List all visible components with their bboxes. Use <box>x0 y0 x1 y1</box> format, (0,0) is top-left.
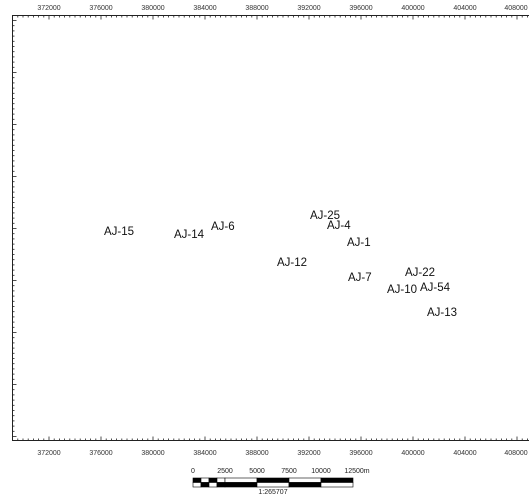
scale-bar-segment <box>192 477 202 483</box>
x-tick-label: 408000 <box>504 5 527 12</box>
well-label-aj-1[interactable]: AJ-1 <box>347 237 371 249</box>
well-label-aj-10[interactable]: AJ-10 <box>387 284 417 296</box>
well-label-aj-22[interactable]: AJ-22 <box>405 267 435 279</box>
scale-bar-segment <box>288 477 322 483</box>
well-label-aj-54[interactable]: AJ-54 <box>420 282 451 294</box>
scale-ratio: 1:265707 <box>258 489 287 496</box>
x-tick-label: 400000 <box>401 5 424 12</box>
x-tick-label: 396000 <box>349 5 372 12</box>
x-tick-label: 372000 <box>37 450 60 457</box>
well-label-aj-4[interactable]: AJ-4 <box>327 220 351 232</box>
x-tick-label: 408000 <box>504 450 527 457</box>
scale-label: 0 <box>191 468 195 475</box>
scale-bar-segment <box>216 477 226 483</box>
scale-bar-segment <box>224 477 258 483</box>
x-tick-label: 380000 <box>141 450 164 457</box>
x-tick-label: 376000 <box>89 450 112 457</box>
x-tick-label: 400000 <box>401 450 424 457</box>
scale-bar-segment <box>208 477 218 483</box>
top-axis-labels: 372000 376000 380000 384000 388000 39200… <box>37 5 527 12</box>
well-label-aj-13[interactable]: AJ-13 <box>427 307 457 319</box>
scale-label: 12500m <box>344 468 369 475</box>
bottom-axis-labels: 372000 376000 380000 384000 388000 39200… <box>37 450 527 457</box>
well-label-aj-14[interactable]: AJ-14 <box>174 229 205 241</box>
x-tick-label: 392000 <box>297 5 320 12</box>
scale-label: 5000 <box>249 468 265 475</box>
scale-bar-segment <box>200 482 210 488</box>
scale-bar-segment <box>320 477 354 483</box>
well-label-aj-7[interactable]: AJ-7 <box>348 272 372 284</box>
scale-bar-segment <box>256 482 290 488</box>
scale-bar: 0 2500 5000 7500 10000 12500m 1:265707 <box>191 468 370 496</box>
well-label-aj-25[interactable]: AJ-25 <box>310 210 340 222</box>
x-tick-label: 392000 <box>297 450 320 457</box>
scale-bar-segment <box>224 482 258 488</box>
x-tick-label: 380000 <box>141 5 164 12</box>
x-tick-label: 396000 <box>349 450 372 457</box>
scale-bar-labels: 0 2500 5000 7500 10000 12500m <box>191 468 370 475</box>
x-tick-label: 404000 <box>453 450 476 457</box>
scale-bar-segment <box>288 482 322 488</box>
scale-bar-segment <box>208 482 218 488</box>
x-tick-label: 388000 <box>245 450 268 457</box>
x-tick-label: 384000 <box>193 450 216 457</box>
scale-label: 10000 <box>311 468 331 475</box>
well-label-aj-12[interactable]: AJ-12 <box>277 257 307 269</box>
x-tick-label: 376000 <box>89 5 112 12</box>
scale-bar-segment <box>256 477 290 483</box>
scale-bar-segment <box>192 482 202 488</box>
frame-ticks <box>12 15 528 441</box>
x-tick-label: 384000 <box>193 5 216 12</box>
well-labels: AJ-15 AJ-14 AJ-6 AJ-25 AJ-4 AJ-1 AJ-12 A… <box>104 210 457 319</box>
scale-label: 7500 <box>281 468 297 475</box>
scale-bar-segment <box>216 482 226 488</box>
x-tick-label: 404000 <box>453 5 476 12</box>
x-tick-label: 388000 <box>245 5 268 12</box>
well-label-aj-15[interactable]: AJ-15 <box>104 226 134 238</box>
scale-bar-segment <box>320 482 354 488</box>
scale-label: 2500 <box>217 468 233 475</box>
x-tick-label: 372000 <box>37 5 60 12</box>
well-label-aj-6[interactable]: AJ-6 <box>211 221 235 233</box>
scale-bar-blocks <box>192 477 354 488</box>
scale-bar-segment <box>200 477 210 483</box>
